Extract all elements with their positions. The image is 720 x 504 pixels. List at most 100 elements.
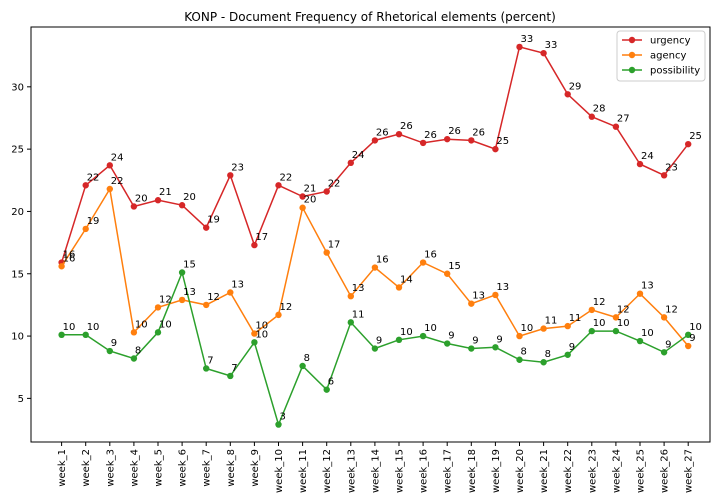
data-label-urgency: 24	[641, 151, 654, 162]
data-label-urgency: 25	[496, 136, 509, 147]
data-point-possibility	[299, 362, 306, 370]
data-label-possibility: 3	[280, 412, 286, 423]
x-axis: week_1 week_2 week_3 week_4 week_5 week_6 week…	[57, 442, 695, 493]
data-label-agency: 13	[183, 287, 196, 298]
x-tick-label: week_26	[660, 449, 671, 493]
data-label-agency: 16	[63, 253, 76, 264]
data-label-possibility: 10	[617, 318, 630, 329]
data-label-possibility: 10	[87, 322, 100, 333]
x-tick-label: week_20	[515, 449, 526, 493]
series-line-urgency	[60, 45, 689, 263]
y-tick-label: 20	[11, 207, 24, 218]
data-point-agency	[419, 259, 427, 266]
series-possibility	[58, 269, 692, 428]
data-label-urgency: 27	[617, 114, 630, 125]
data-point-agency	[275, 311, 282, 319]
data-point-possibility	[82, 331, 89, 339]
data-point-agency	[203, 301, 210, 309]
data-label-urgency: 28	[593, 104, 606, 115]
data-point-possibility	[492, 344, 499, 351]
x-tick-label: week_17	[443, 449, 454, 493]
x-tick-label: week_8	[226, 449, 237, 487]
data-point-possibility	[106, 347, 114, 355]
y-tick-label: 15	[11, 269, 24, 280]
data-point-agency	[154, 304, 162, 311]
data-label-possibility: 10	[255, 329, 268, 340]
data-label-urgency: 17	[255, 232, 268, 243]
data-label-possibility: 7	[231, 363, 237, 374]
x-tick-label: week_27	[684, 449, 695, 493]
data-label-agency: 16	[424, 250, 437, 261]
data-point-agency	[227, 289, 234, 296]
data-label-agency: 11	[545, 316, 558, 327]
data-label-agency: 11	[569, 313, 582, 324]
y-tick-label: 25	[11, 145, 24, 156]
x-tick-label: week_12	[322, 449, 333, 493]
data-label-possibility: 9	[665, 339, 671, 350]
data-point-possibility	[685, 331, 692, 339]
data-point-agency	[323, 249, 330, 256]
data-label-agency: 12	[207, 292, 220, 303]
data-label-urgency: 23	[665, 162, 678, 173]
data-point-agency	[444, 270, 451, 277]
data-label-possibility: 8	[521, 347, 527, 358]
data-point-possibility	[130, 355, 138, 362]
data-point-possibility	[323, 386, 330, 393]
data-label-possibility: 9	[496, 334, 502, 345]
data-label-agency: 17	[328, 240, 341, 251]
x-tick-label: week_4	[129, 449, 140, 487]
data-point-urgency	[275, 182, 282, 189]
data-point-urgency	[227, 172, 234, 179]
series-urgency	[58, 43, 692, 266]
legend-swatch-marker	[628, 51, 636, 59]
x-tick-label: week_23	[587, 449, 598, 493]
data-point-agency	[347, 292, 354, 300]
data-point-possibility	[227, 372, 234, 380]
data-label-possibility: 9	[569, 342, 575, 353]
data-label-urgency: 29	[569, 81, 582, 92]
legend-item-agency: agency	[622, 51, 686, 62]
x-tick-label: week_18	[467, 449, 478, 493]
data-point-agency	[492, 291, 499, 299]
data-point-possibility	[516, 356, 523, 363]
data-point-agency	[516, 332, 523, 340]
data-label-possibility: 10	[63, 322, 76, 333]
data-point-urgency	[347, 159, 354, 167]
data-label-agency: 12	[665, 304, 678, 315]
data-point-possibility	[347, 319, 354, 326]
y-tick-label: 30	[11, 82, 24, 93]
data-label-possibility: 9	[376, 336, 382, 347]
data-point-possibility	[395, 336, 403, 344]
data-point-possibility	[540, 359, 547, 366]
data-label-urgency: 20	[135, 193, 148, 204]
data-label-possibility: 9	[472, 336, 478, 347]
data-label-possibility: 10	[689, 322, 702, 333]
legend-swatch-marker	[628, 66, 636, 74]
data-point-urgency	[299, 193, 306, 200]
data-label-urgency: 22	[280, 172, 293, 183]
data-point-urgency	[419, 139, 427, 147]
data-point-urgency	[154, 197, 162, 204]
data-point-agency	[564, 322, 571, 330]
data-point-possibility	[468, 345, 475, 352]
x-tick-label: week_15	[395, 449, 406, 493]
data-label-agency: 10	[135, 319, 148, 330]
data-point-urgency	[371, 137, 379, 144]
data-label-possibility: 10	[400, 327, 413, 338]
data-label-urgency: 22	[87, 172, 100, 183]
data-label-possibility: 11	[352, 309, 365, 320]
data-point-possibility	[203, 365, 210, 372]
data-label-agency: 10	[521, 323, 534, 334]
data-label-urgency: 33	[545, 40, 558, 51]
data-point-agency	[612, 314, 620, 321]
data-point-possibility	[178, 269, 186, 276]
data-point-agency	[588, 306, 595, 314]
data-label-agency: 13	[641, 281, 654, 292]
data-point-urgency	[323, 188, 330, 195]
y-tick-label: 5	[18, 394, 24, 405]
data-label-urgency: 26	[400, 121, 413, 132]
legend-item-possibility: possibility	[622, 66, 700, 77]
data-label-agency: 12	[593, 297, 606, 308]
data-point-possibility	[588, 327, 595, 335]
